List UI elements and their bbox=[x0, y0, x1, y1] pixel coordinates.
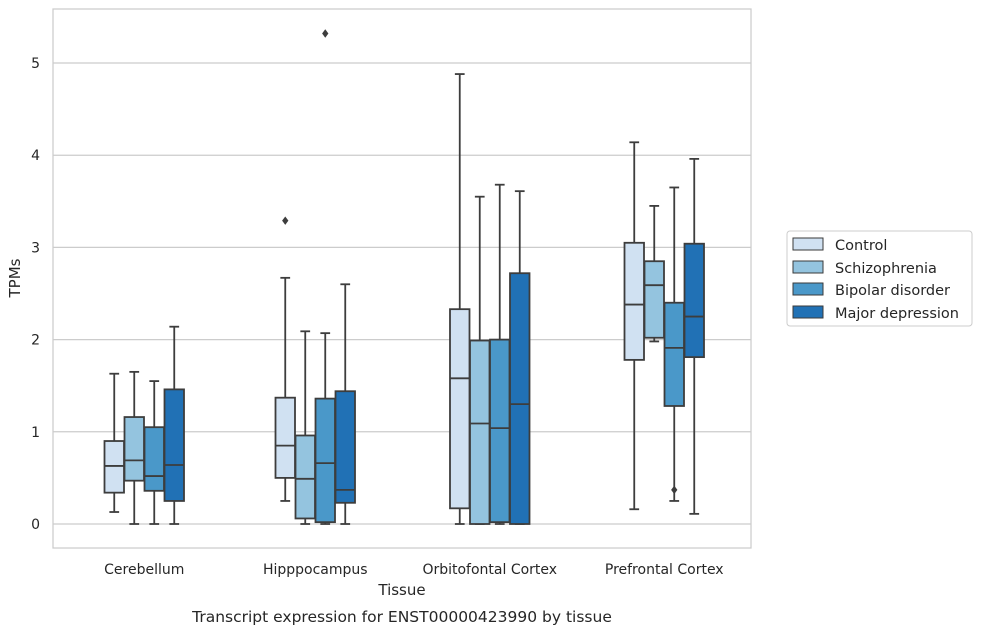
box-iqr bbox=[683, 242, 705, 359]
box-iqr bbox=[489, 338, 511, 524]
box-iqr bbox=[449, 308, 471, 510]
box-control-orbitofontal-cortex bbox=[449, 73, 471, 525]
box-iqr bbox=[623, 241, 645, 361]
y-tick-label: 2 bbox=[31, 333, 40, 349]
x-tick-labels: Cerebellum Hipppocampus Orbitofontal Corte… bbox=[104, 562, 723, 578]
x-tick-label: Cerebellum bbox=[104, 562, 184, 578]
y-tick-label: 1 bbox=[31, 425, 40, 441]
legend-swatch-control bbox=[792, 237, 824, 251]
outlier-point bbox=[671, 485, 678, 495]
box-iqr bbox=[469, 339, 491, 525]
box-iqr bbox=[123, 416, 145, 482]
legend-swatch-major-depression bbox=[792, 305, 824, 319]
y-tick-label: 5 bbox=[31, 56, 40, 72]
box-iqr bbox=[509, 272, 531, 525]
x-axis-title: Tissue bbox=[377, 581, 425, 599]
box-major-depression-prefrontal-cortex bbox=[683, 157, 705, 515]
x-tick-label: Prefrontal Cortex bbox=[605, 562, 724, 578]
y-tick-labels: 0 1 2 3 4 5 bbox=[31, 56, 40, 533]
legend-label-bipolar-disorder: Bipolar disorder bbox=[835, 283, 950, 299]
legend-swatch-schizophrenia bbox=[792, 260, 824, 274]
box-iqr bbox=[663, 301, 685, 407]
series-schizophrenia bbox=[123, 195, 665, 525]
outlier-point bbox=[282, 216, 289, 225]
box-schizophrenia-cerebellum bbox=[123, 370, 145, 525]
legend-swatch-bipolar-disorder bbox=[792, 282, 824, 296]
y-axis-title: TPMs bbox=[6, 258, 24, 298]
box-iqr bbox=[334, 390, 356, 504]
box-iqr bbox=[103, 440, 125, 494]
legend-frame bbox=[786, 230, 973, 327]
box-major-depression-orbitofontal-cortex bbox=[509, 190, 531, 525]
box-iqr bbox=[643, 260, 665, 339]
box-series bbox=[103, 29, 705, 525]
box-bipolar-disorder-hipppocampus bbox=[314, 29, 336, 525]
y-tick-label: 0 bbox=[31, 517, 40, 533]
box-iqr bbox=[143, 426, 165, 492]
legend: Control Schizophrenia Bipolar disorder M… bbox=[786, 230, 973, 327]
series-major-depression bbox=[163, 157, 705, 525]
x-tick-label: Hipppocampus bbox=[263, 562, 368, 578]
y-tick-label: 3 bbox=[31, 240, 40, 256]
chart-caption: Transcript expression for ENST0000042399… bbox=[191, 608, 612, 626]
legend-label-control: Control bbox=[835, 238, 887, 254]
box-iqr bbox=[274, 396, 296, 479]
plot-frame bbox=[52, 8, 752, 549]
box-iqr bbox=[314, 397, 336, 524]
y-tick-label: 4 bbox=[31, 148, 40, 164]
legend-label-schizophrenia: Schizophrenia bbox=[835, 261, 937, 277]
box-major-depression-hipppocampus bbox=[334, 283, 356, 525]
outlier-point bbox=[322, 29, 329, 38]
legend-label-major-depression: Major depression bbox=[835, 306, 959, 322]
box-iqr bbox=[163, 388, 185, 502]
x-tick-label: Orbitofontal Cortex bbox=[422, 562, 557, 578]
box-major-depression-cerebellum bbox=[163, 325, 185, 525]
series-bipolar-disorder bbox=[143, 29, 685, 525]
box-schizophrenia-prefrontal-cortex bbox=[643, 205, 665, 343]
box-iqr bbox=[294, 434, 316, 520]
